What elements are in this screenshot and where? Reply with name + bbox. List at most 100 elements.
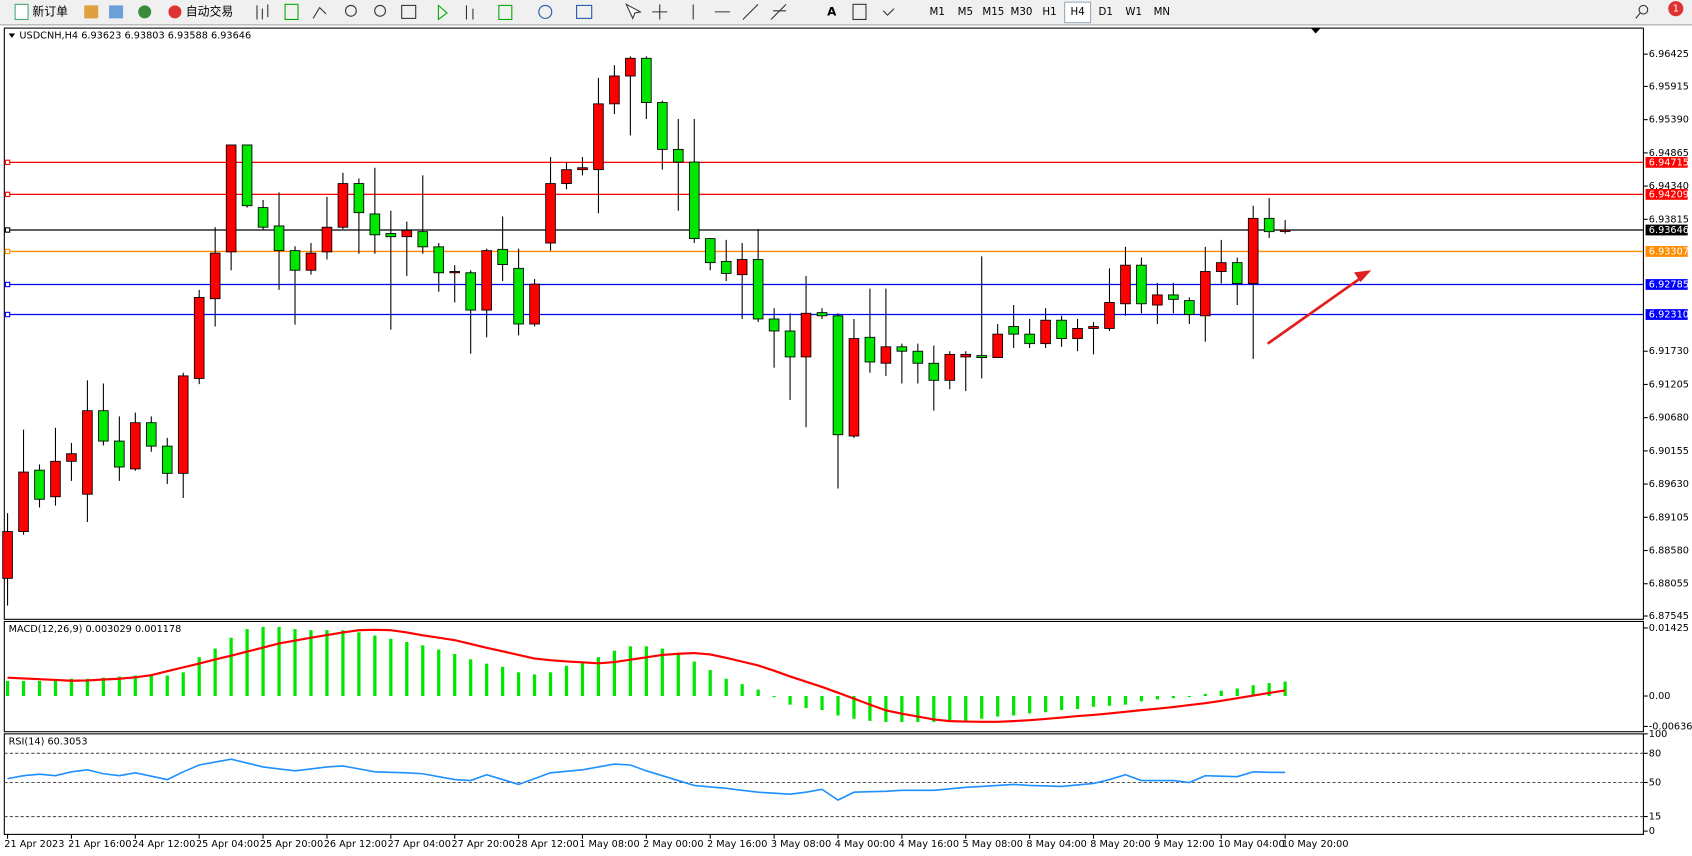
candle-body xyxy=(1215,262,1227,272)
icon[interactable] xyxy=(256,4,269,20)
macd-bar xyxy=(884,696,888,722)
level-handle[interactable] xyxy=(4,281,11,288)
icon[interactable] xyxy=(374,4,387,17)
macd-bar xyxy=(964,696,968,722)
timeframe-button[interactable]: M15 xyxy=(982,6,1004,18)
shift-marker[interactable] xyxy=(1310,28,1321,34)
y-tick-label: 6.90155 xyxy=(1649,446,1689,457)
macd-bar xyxy=(532,674,537,697)
macd-bar xyxy=(916,696,920,722)
level-label-bg xyxy=(1645,188,1688,200)
icon[interactable] xyxy=(401,4,417,19)
icon[interactable] xyxy=(882,8,895,16)
candle-body xyxy=(257,207,269,228)
icon[interactable] xyxy=(437,4,448,21)
icon[interactable] xyxy=(344,4,357,17)
y-tick-label: 6.94340 xyxy=(1649,181,1689,192)
timeframe-button[interactable]: W1 xyxy=(1125,6,1142,18)
candle-body xyxy=(864,336,876,363)
icon[interactable] xyxy=(576,4,593,19)
macd-bar xyxy=(548,672,553,697)
macd-bar xyxy=(1107,696,1112,706)
candle-body xyxy=(625,57,636,77)
level-handle[interactable] xyxy=(4,191,11,198)
macd-bar xyxy=(309,630,313,697)
candle-body xyxy=(289,250,301,271)
candle-body xyxy=(1279,229,1291,232)
candle-body xyxy=(1072,328,1083,340)
macd-bar xyxy=(1283,681,1287,697)
text-tool-icon[interactable]: A xyxy=(827,4,837,18)
candle-body xyxy=(944,353,956,381)
candle-body xyxy=(305,252,317,271)
icon[interactable] xyxy=(284,3,299,20)
candle-body xyxy=(688,161,700,240)
icon[interactable] xyxy=(84,5,99,19)
candle-body xyxy=(321,226,333,253)
macd-bar xyxy=(389,638,393,697)
icon[interactable] xyxy=(770,3,787,20)
timeframe-button[interactable]: H1 xyxy=(1042,6,1056,18)
candle-body xyxy=(273,225,285,252)
search-icon[interactable] xyxy=(1635,4,1649,19)
macd-bar xyxy=(69,678,74,697)
menu-triangle[interactable] xyxy=(8,33,16,38)
candle-body xyxy=(161,445,173,474)
y-tick-label: 6.88055 xyxy=(1649,579,1689,590)
timeframe-button[interactable]: M30 xyxy=(1011,6,1033,18)
button-label: 自动交易 xyxy=(186,4,233,18)
candle-body xyxy=(50,460,61,498)
icon[interactable] xyxy=(538,4,553,19)
candle-body xyxy=(1184,300,1195,315)
icon[interactable] xyxy=(312,6,327,19)
timeframe-label: M30 xyxy=(1011,6,1033,18)
notification-badge[interactable] xyxy=(1668,1,1684,17)
candle-body xyxy=(449,271,461,274)
level-handle[interactable] xyxy=(4,311,11,318)
candle-body xyxy=(66,453,77,462)
level-handle[interactable] xyxy=(4,248,11,255)
macd-bar xyxy=(740,684,744,697)
timeframe-button[interactable]: MN xyxy=(1154,6,1171,18)
new-order-button[interactable]: 新订单 xyxy=(14,3,68,20)
icon[interactable] xyxy=(498,4,513,20)
macd-bar xyxy=(197,657,201,697)
timeframe-button[interactable]: M5 xyxy=(958,6,973,18)
macd-bar xyxy=(756,689,760,697)
icon[interactable] xyxy=(852,3,867,20)
candle-body xyxy=(800,312,812,358)
macd-bar xyxy=(261,626,265,697)
macd-bar xyxy=(852,696,856,719)
candle-body xyxy=(1263,217,1275,233)
annotation-arrow[interactable] xyxy=(1266,270,1372,345)
macd-bar xyxy=(85,678,90,697)
level-handle[interactable] xyxy=(4,159,11,166)
icon[interactable] xyxy=(138,5,152,19)
icon[interactable] xyxy=(652,4,668,20)
icon[interactable] xyxy=(465,5,474,20)
candle-body xyxy=(1247,217,1259,284)
timeframe-button[interactable]: M1 xyxy=(930,6,945,18)
candle-body xyxy=(145,422,157,447)
candle-body xyxy=(736,259,748,276)
chart-title: USDCNH,H4 6.93623 6.93803 6.93588 6.9364… xyxy=(19,31,251,42)
macd-bar xyxy=(37,680,42,697)
macd-bar xyxy=(676,653,680,697)
auto-trading-button[interactable]: 自动交易 xyxy=(168,4,233,18)
candle-body xyxy=(369,213,381,236)
icon[interactable] xyxy=(109,5,124,19)
timeframe-button[interactable]: H4 xyxy=(1064,1,1092,24)
level-label-bg xyxy=(1645,156,1688,168)
candle-body xyxy=(992,333,1003,358)
macd-bar xyxy=(772,696,776,698)
signal-line xyxy=(7,628,1286,723)
candle-body xyxy=(433,246,445,274)
macd-bar xyxy=(101,677,105,697)
candle-body xyxy=(114,440,125,468)
level-handle[interactable] xyxy=(4,227,11,233)
icon[interactable] xyxy=(625,3,642,20)
macd-bar xyxy=(692,661,696,697)
candle-body xyxy=(193,297,205,379)
timeframe-button[interactable]: D1 xyxy=(1098,6,1112,18)
icon[interactable] xyxy=(692,3,759,20)
